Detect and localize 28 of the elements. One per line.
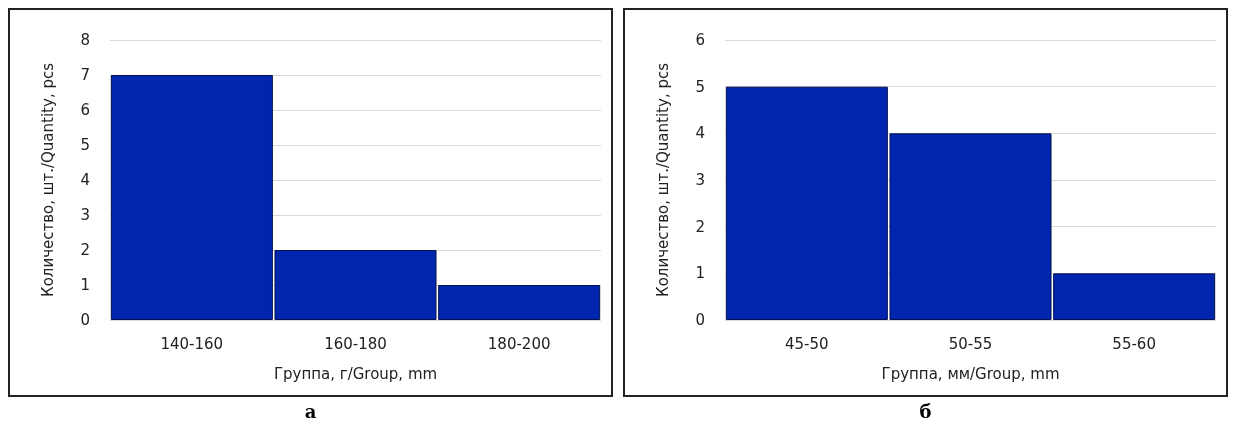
x-tick-label: 160-180 (324, 334, 387, 353)
x-axis-title: Группа, мм/Group, mm (881, 364, 1060, 383)
y-tick-label: 1 (80, 276, 90, 294)
y-tick-label: 2 (695, 217, 705, 236)
y-axis-title: Количество, шт./Quantity, pcs (38, 62, 57, 298)
y-tick-label: 8 (80, 31, 90, 49)
x-tick-label: 45-50 (785, 334, 829, 353)
x-tick-label: 55-60 (1112, 334, 1156, 353)
y-tick-label: 6 (695, 31, 705, 49)
text: а (304, 401, 317, 422)
y-tick-label: 4 (695, 124, 705, 143)
y-tick-label: 5 (80, 136, 90, 154)
x-tick-label: 140-160 (160, 334, 224, 353)
y-tick-label: 5 (695, 77, 705, 96)
y-tick-label: 1 (695, 264, 705, 283)
y-tick-label: 2 (80, 241, 90, 259)
y-tick-label: 0 (695, 311, 705, 329)
text: б (919, 401, 932, 422)
x-axis-title: Группа, г/Group, mm (273, 364, 438, 383)
x-tick-label: 180-200 (487, 334, 551, 353)
y-axis-title: Количество, шт./Quantity, pcs (653, 62, 672, 298)
y-tick-label: 0 (80, 311, 90, 329)
y-tick-label: 6 (80, 101, 90, 119)
x-tick-label: 50-55 (948, 334, 993, 353)
y-tick-label: 3 (695, 171, 705, 189)
y-tick-label: 7 (80, 66, 90, 84)
y-tick-label: 3 (80, 206, 90, 224)
y-tick-label: 4 (80, 171, 90, 189)
